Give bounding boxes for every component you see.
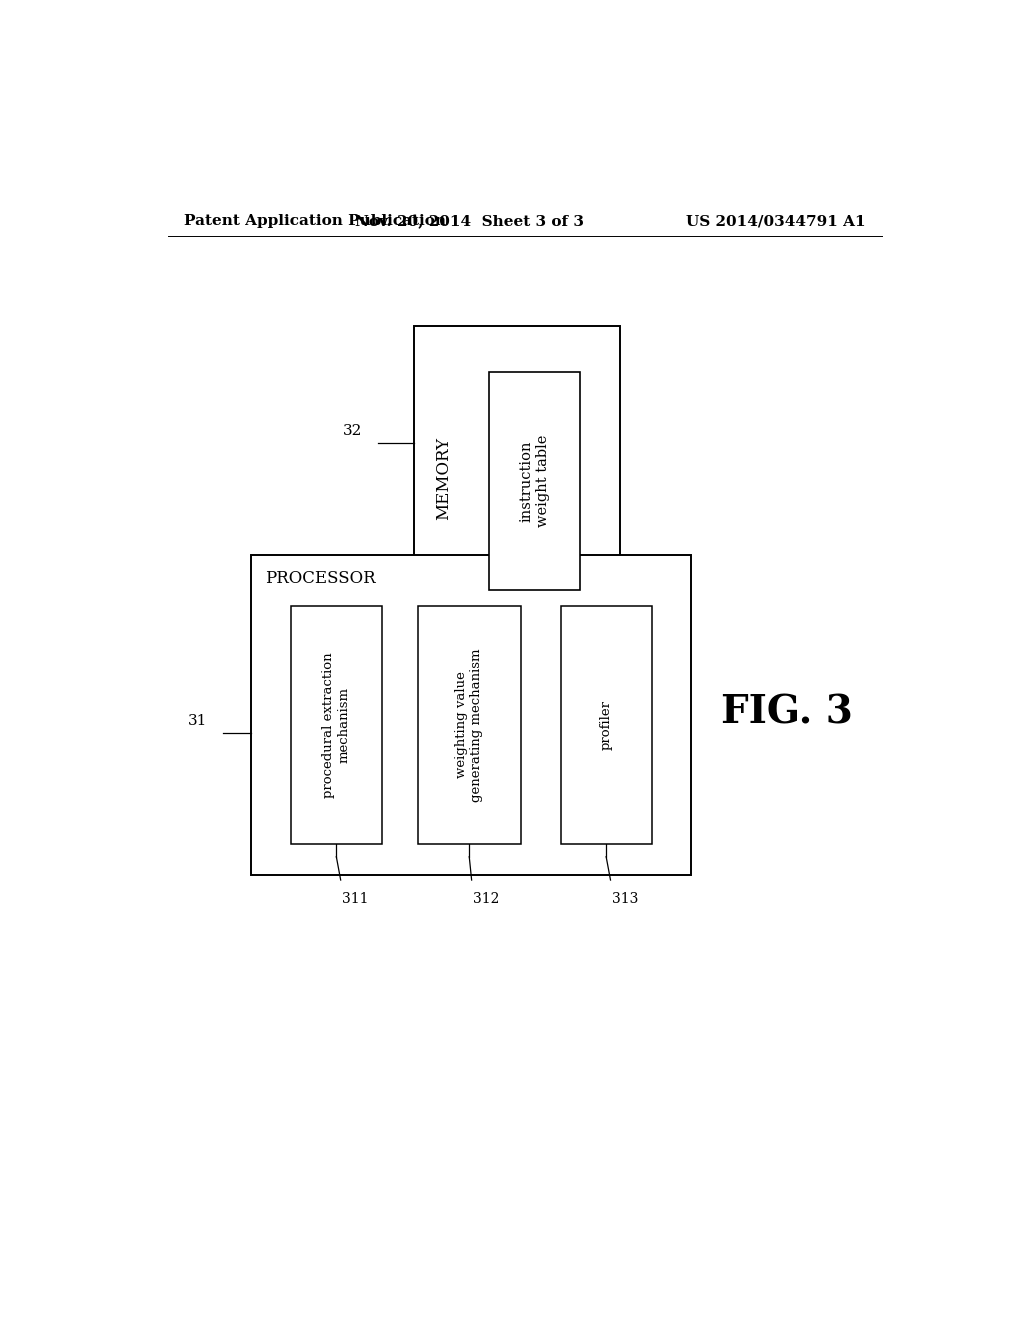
Bar	[489, 372, 581, 590]
Text: MEMORY: MEMORY	[435, 437, 453, 520]
Text: profiler: profiler	[600, 700, 612, 750]
Text: 311: 311	[342, 892, 369, 907]
Text: US 2014/0344791 A1: US 2014/0344791 A1	[686, 214, 866, 228]
Text: 31: 31	[188, 714, 207, 727]
Bar	[560, 606, 652, 845]
Text: weighting value
generating mechanism: weighting value generating mechanism	[456, 648, 483, 801]
Text: PROCESSOR: PROCESSOR	[265, 570, 376, 587]
Bar	[251, 554, 691, 875]
Text: Patent Application Publication: Patent Application Publication	[183, 214, 445, 228]
Text: 313: 313	[612, 892, 639, 907]
Text: procedural extraction
mechanism: procedural extraction mechanism	[323, 652, 350, 797]
Text: Nov. 20, 2014  Sheet 3 of 3: Nov. 20, 2014 Sheet 3 of 3	[354, 214, 584, 228]
Text: 312: 312	[473, 892, 500, 907]
Text: FIG. 3: FIG. 3	[721, 693, 853, 731]
Bar	[414, 326, 620, 631]
Bar	[291, 606, 382, 845]
Text: 32: 32	[343, 424, 362, 438]
Text: instruction
weight table: instruction weight table	[519, 434, 550, 527]
Bar	[418, 606, 521, 845]
